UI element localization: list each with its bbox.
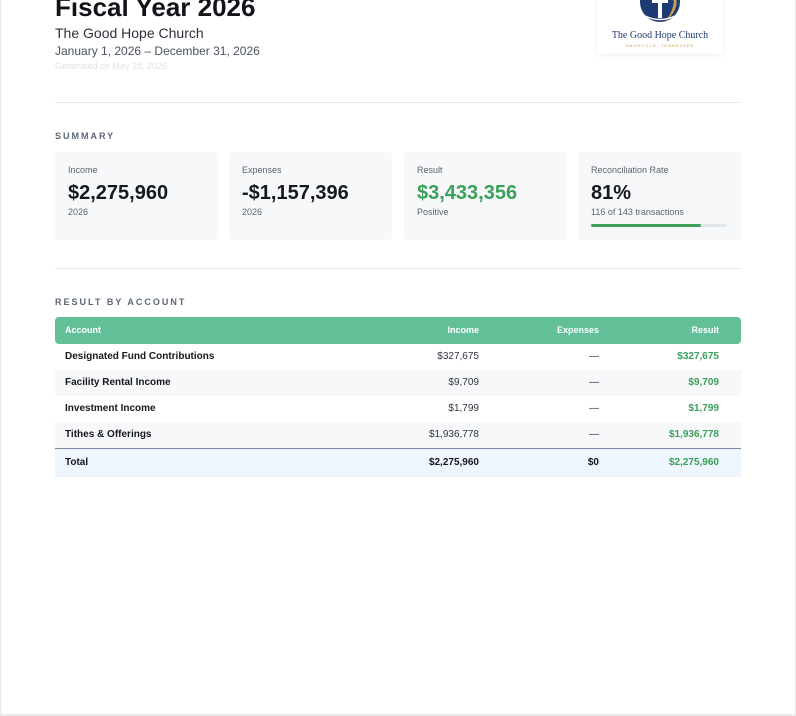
result-by-account-table: Account Income Expenses Result Designate… — [55, 317, 741, 477]
total-income: $2,275,960 — [428, 457, 479, 468]
card-label: Income — [68, 165, 98, 175]
total-expenses: $0 — [587, 457, 599, 468]
reconciliation-progress-bar — [591, 224, 727, 227]
logo-church-name: The Good Hope Church — [611, 30, 709, 41]
table-row: Designated Fund Contributions $327,675 —… — [55, 344, 741, 370]
result-value: $327,675 — [677, 351, 719, 362]
church-emblem-icon — [640, 0, 680, 22]
table-row: Tithes & Offerings $1,936,778 — $1,936,7… — [55, 422, 741, 448]
column-header-income: Income — [447, 325, 479, 335]
account-name: Designated Fund Contributions — [65, 351, 215, 362]
column-header-result: Result — [691, 325, 719, 335]
divider — [55, 268, 741, 269]
card-label: Expenses — [242, 165, 282, 175]
result-value: $1,936,778 — [668, 429, 719, 440]
logo-location: NASHVILLE, TENNESSEE — [625, 43, 695, 48]
card-subtext: 2026 — [68, 207, 89, 217]
income-value: $1,799 — [448, 403, 479, 414]
reconciliation-card: Reconciliation Rate 81% 116 of 143 trans… — [578, 152, 741, 240]
card-label: Reconciliation Rate — [591, 165, 669, 175]
total-label: Total — [65, 457, 89, 468]
result-value: $1,799 — [688, 403, 719, 414]
divider — [55, 102, 741, 103]
expenses-value: — — [589, 377, 599, 388]
table-row: Investment Income $1,799 — $1,799 — [55, 396, 741, 422]
card-subtext: 2026 — [242, 207, 263, 217]
expenses-value: — — [589, 351, 599, 362]
table-total-row: Total $2,275,960 $0 $2,275,960 — [55, 448, 741, 477]
card-value: $2,275,960 — [68, 182, 169, 204]
report-title: Fiscal Year 2026 — [55, 0, 256, 22]
expenses-card: Expenses -$1,157,396 2026 — [229, 152, 392, 240]
income-card: Income $2,275,960 2026 — [55, 152, 218, 240]
report-period: January 1, 2026 – December 31, 2026 — [55, 44, 260, 58]
card-subtext: Positive — [417, 207, 449, 217]
column-header-expenses: Expenses — [556, 325, 599, 335]
account-name: Facility Rental Income — [65, 377, 171, 388]
account-name: Tithes & Offerings — [65, 429, 152, 440]
church-logo: The Good Hope Church NASHVILLE, TENNESSE… — [597, 0, 723, 54]
table-header: Account Income Expenses Result — [55, 317, 741, 344]
organization-name: The Good Hope Church — [55, 25, 204, 41]
card-subtext: 116 of 143 transactions — [591, 207, 684, 217]
generated-date: Generated on May 28, 2026 — [55, 61, 168, 71]
expenses-value: — — [589, 403, 599, 414]
income-value: $1,936,778 — [428, 429, 479, 440]
income-value: $327,675 — [437, 351, 479, 362]
table-row: Facility Rental Income $9,709 — $9,709 — [55, 370, 741, 396]
summary-section-label: SUMMARY — [55, 131, 116, 141]
card-value: $3,433,356 — [417, 182, 518, 204]
result-value: $9,709 — [688, 377, 719, 388]
expenses-value: — — [589, 429, 599, 440]
total-result: $2,275,960 — [668, 457, 719, 468]
progress-fill — [591, 224, 702, 227]
column-header-account: Account — [65, 325, 101, 335]
accounts-section-label: RESULT BY ACCOUNT — [55, 297, 187, 307]
result-card: Result $3,433,356 Positive — [404, 152, 567, 240]
card-label: Result — [417, 165, 443, 175]
income-value: $9,709 — [448, 377, 479, 388]
card-value: -$1,157,396 — [242, 182, 349, 204]
card-value: 81% — [591, 182, 632, 204]
account-name: Investment Income — [65, 403, 156, 414]
